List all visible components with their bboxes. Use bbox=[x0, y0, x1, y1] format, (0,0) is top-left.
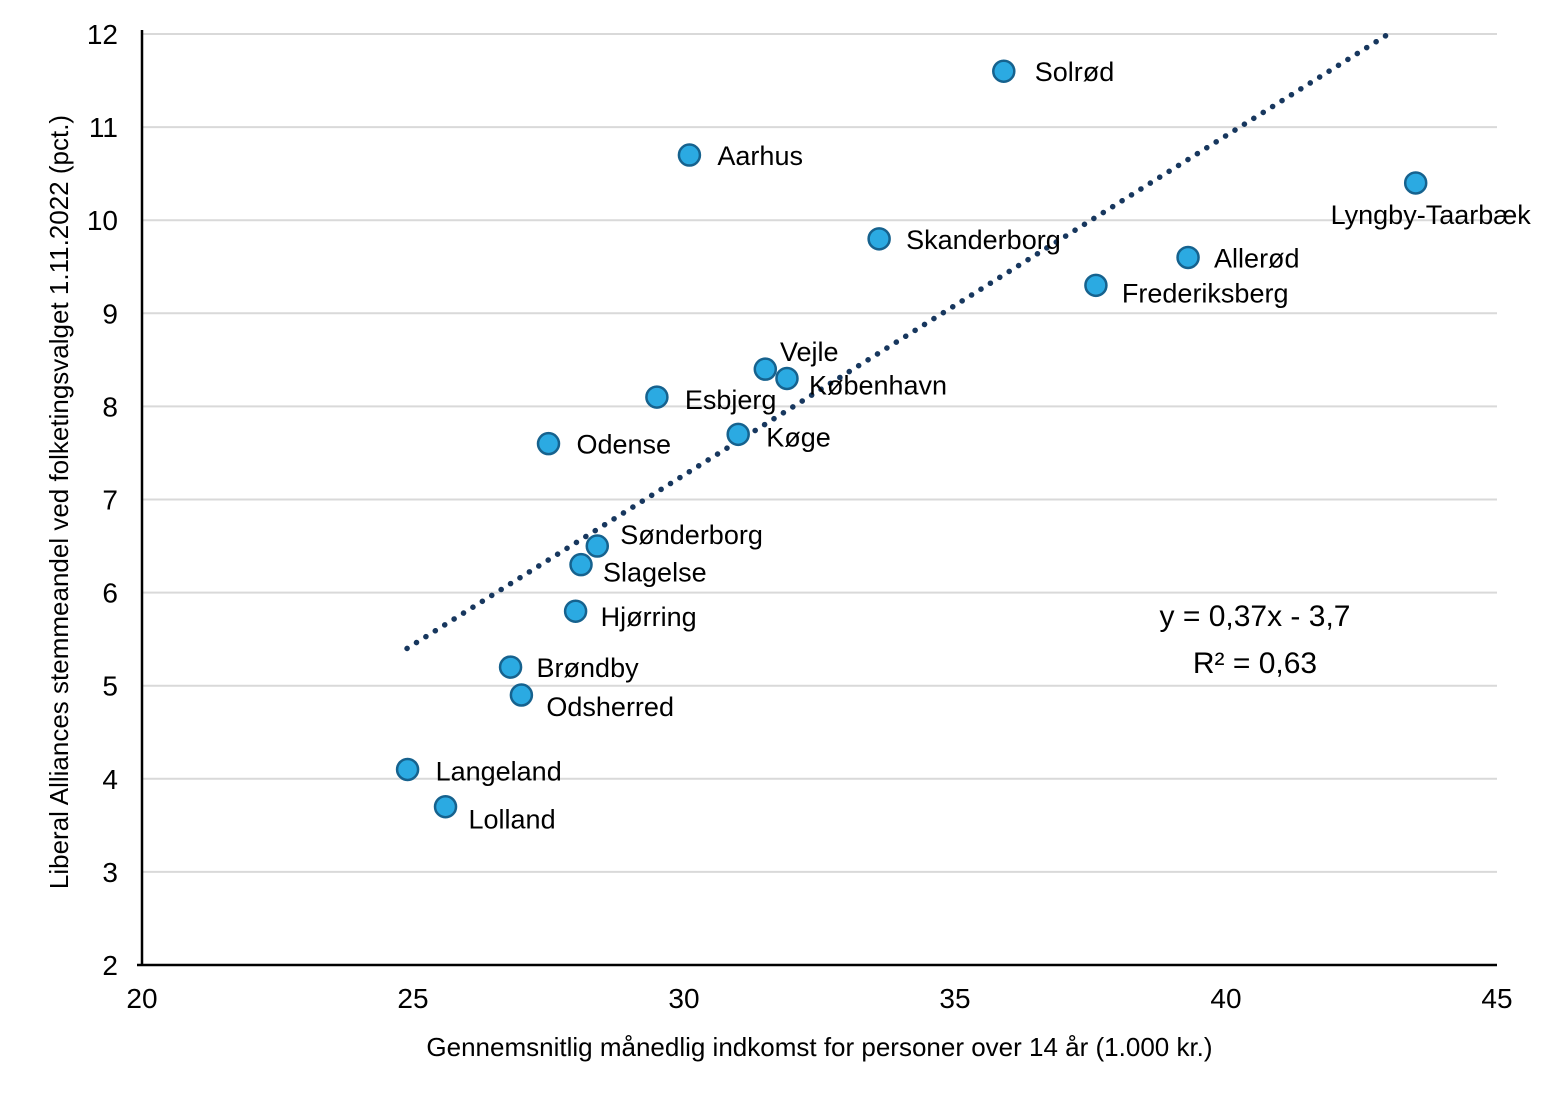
x-tick-label-35: 35 bbox=[939, 983, 970, 1014]
data-point-label-odsherred: Odsherred bbox=[546, 692, 674, 722]
y-tick-label-6: 6 bbox=[102, 578, 118, 609]
x-tick-label-30: 30 bbox=[668, 983, 699, 1014]
data-point-label-frederiksberg: Frederiksberg bbox=[1122, 278, 1289, 308]
data-point-label-odense: Odense bbox=[577, 430, 672, 460]
data-point-odense bbox=[536, 431, 561, 456]
trendline-equation-box: y = 0,37x - 3,7 R² = 0,63 bbox=[1035, 593, 1475, 687]
data-point-label-hj-rring: Hjørring bbox=[601, 602, 697, 632]
y-tick-label-9: 9 bbox=[102, 298, 118, 329]
y-tick-label-8: 8 bbox=[102, 391, 118, 422]
trendline-equation-label: y = 0,37x - 3,7 bbox=[1159, 600, 1351, 633]
y-tick-label-3: 3 bbox=[102, 857, 118, 888]
data-point-lolland bbox=[433, 794, 458, 819]
y-tick-label-10: 10 bbox=[87, 205, 118, 236]
data-point-frederiksberg bbox=[1084, 273, 1108, 298]
y-tick-label-7: 7 bbox=[102, 485, 118, 516]
data-point-label-lyngby-taarb-k: Lyngby-Taarbæk bbox=[1331, 200, 1532, 230]
data-point-label-slagelse: Slagelse bbox=[603, 558, 707, 588]
data-point-odsherred bbox=[509, 683, 534, 707]
data-point-label-br-ndby: Brøndby bbox=[537, 653, 640, 683]
data-point-k-benhavn bbox=[775, 366, 799, 391]
x-tick-label-45: 45 bbox=[1481, 983, 1512, 1014]
data-point-skanderborg bbox=[867, 227, 891, 251]
data-point-label-k-ge: Køge bbox=[766, 422, 831, 452]
data-point-label-solr-d: Solrød bbox=[1035, 57, 1115, 87]
data-point-label-langeland: Langeland bbox=[436, 756, 562, 786]
data-point-s-nderborg bbox=[585, 534, 610, 558]
data-point-label-vejle: Vejle bbox=[780, 337, 839, 367]
y-tick-label-12: 12 bbox=[87, 19, 118, 50]
data-point-label-lolland: Lolland bbox=[469, 805, 556, 835]
data-point-slagelse bbox=[569, 552, 593, 577]
x-tick-label-20: 20 bbox=[126, 983, 157, 1014]
data-point-label-esbjerg: Esbjerg bbox=[685, 385, 777, 415]
data-point-aarhus bbox=[677, 143, 702, 167]
x-axis-title: Gennemsnitlig månedlig indkomst for pers… bbox=[426, 1032, 1213, 1062]
data-point-hj-rring bbox=[563, 599, 588, 623]
x-tick-label-25: 25 bbox=[397, 983, 428, 1014]
y-tick-label-5: 5 bbox=[102, 671, 118, 702]
data-point-vejle bbox=[753, 357, 778, 381]
data-point-solr-d bbox=[992, 59, 1016, 83]
y-axis-title: Liberal Alliances stemmeandel ved folket… bbox=[44, 114, 74, 890]
data-point-esbjerg bbox=[645, 385, 669, 409]
data-point-label-s-nderborg: Sønderborg bbox=[620, 520, 763, 550]
y-tick-label-11: 11 bbox=[89, 112, 118, 143]
data-point-label-aarhus: Aarhus bbox=[717, 141, 803, 171]
data-point-langeland bbox=[395, 757, 420, 782]
data-point-label-skanderborg: Skanderborg bbox=[906, 225, 1061, 255]
data-point-lyngby-taarb-k bbox=[1403, 171, 1428, 195]
data-point-label-aller-d: Allerød bbox=[1214, 243, 1300, 273]
trendline bbox=[404, 32, 1390, 652]
data-point-k-ge bbox=[726, 422, 750, 447]
data-point-label-k-benhavn: København bbox=[809, 370, 947, 400]
data-point-br-ndby bbox=[498, 655, 523, 679]
x-tick-label-40: 40 bbox=[1210, 983, 1241, 1014]
y-tick-label-2: 2 bbox=[102, 950, 118, 981]
trendline-r2-label: R² = 0,63 bbox=[1192, 647, 1318, 680]
y-tick-label-4: 4 bbox=[102, 764, 118, 795]
data-point-aller-d bbox=[1176, 245, 1200, 270]
